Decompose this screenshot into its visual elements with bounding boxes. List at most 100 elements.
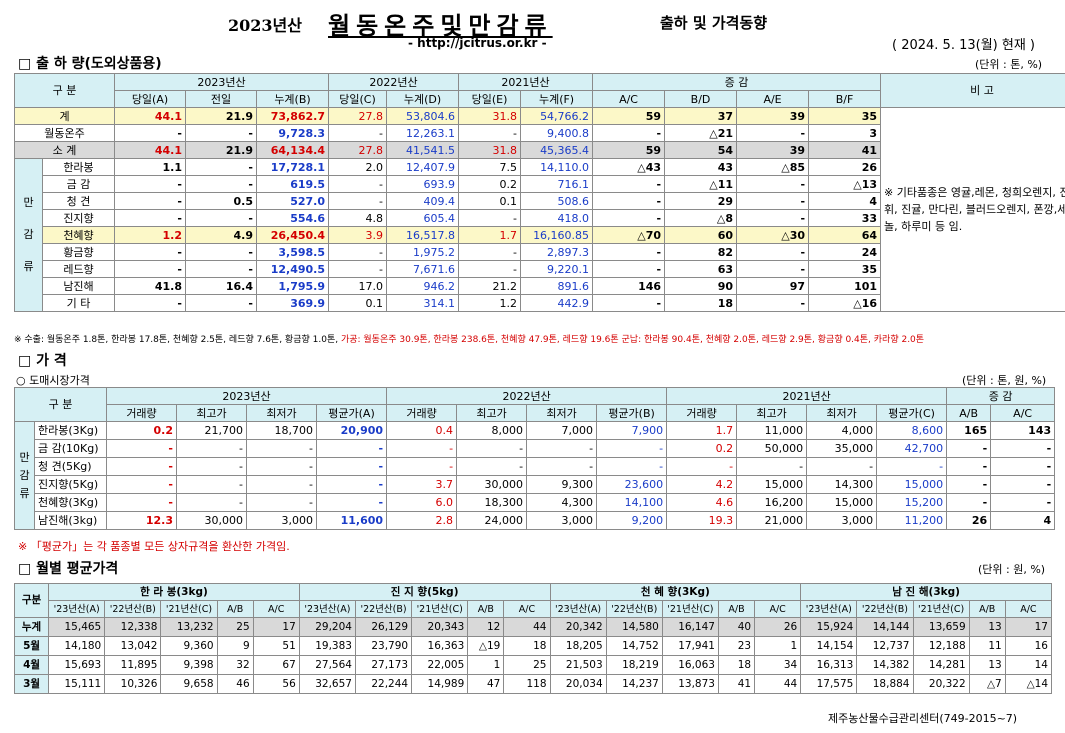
price-cell: 20,900 <box>315 421 388 440</box>
shipment-cell: - <box>328 192 388 210</box>
price-col-header: 거래량 <box>106 404 177 422</box>
shipment-cell: 554.6 <box>255 209 330 227</box>
site-url[interactable]: - http://jcitrus.or.kr - <box>408 36 547 50</box>
shipment-cell: △21 <box>664 124 738 142</box>
shipment-cell: - <box>114 175 186 193</box>
monthly-cell: 15,465 <box>48 617 106 637</box>
table-row: 진지향 - -554.6 4.8 605.4-418.0- △8-33 <box>15 209 1065 227</box>
shipment-col-header: A/E <box>736 90 810 108</box>
shipment-cell: - <box>592 175 666 193</box>
shipment-cell: 26 <box>808 158 882 176</box>
table-row: 만 감 류 한라봉(3Kg) 0.2 21,700 18,700 20,900 0.4 8,000… <box>14 421 1056 530</box>
shipment-cell: - <box>736 243 810 261</box>
monthly-cell: 20,034 <box>549 674 607 694</box>
price-cell: 0.2 <box>666 439 738 458</box>
shipment-cell: 18 <box>664 294 738 312</box>
price-cell: - <box>946 439 992 458</box>
shipment-cell: 12,407.9 <box>386 158 460 176</box>
shipment-cell: 508.6 <box>520 192 594 210</box>
shipment-cell: 146 <box>592 277 666 295</box>
monthly-col-header: '22년산(B) <box>605 600 663 618</box>
shipment-col-header: 누계(F) <box>520 90 594 108</box>
shipment-cell: 35 <box>808 107 882 125</box>
shipment-cell: 59 <box>592 107 666 125</box>
price-cell: - <box>456 439 528 458</box>
monthly-cell: 14,281 <box>912 655 970 675</box>
shipment-row-label: 월동온주 <box>14 124 115 142</box>
monthly-cell: 40 <box>717 617 756 637</box>
shipment-cell: 44.1 <box>114 107 186 125</box>
shipment-head-2022: 2022년산 <box>328 73 460 91</box>
shipment-cell: 73,862.7 <box>255 107 330 125</box>
shipment-cell: - <box>185 209 257 227</box>
price-cell: 4,300 <box>526 493 598 512</box>
price-cell: - <box>246 439 317 458</box>
shipment-cell: 946.2 <box>386 277 460 295</box>
price-cell: - <box>386 457 458 476</box>
footnote-export: ※ 수출: 월동온주 1.8톤, 한라봉 17.8톤, 천혜향 2.5톤, 레드… <box>14 335 341 345</box>
monthly-cell: 16,313 <box>800 655 858 675</box>
shipment-cell: △30 <box>736 226 810 244</box>
monthly-cell: 56 <box>252 674 300 694</box>
shipment-cell: 27.8 <box>328 107 388 125</box>
price-cell: - <box>106 439 177 458</box>
monthly-cell: 12,188 <box>912 636 970 656</box>
price-cell: 14,300 <box>806 475 878 494</box>
monthly-cell: 41 <box>717 674 756 694</box>
shipment-col-header: B/D <box>664 90 738 108</box>
table-row: 청 견(5Kg) - - - - - - - - - - - - - - <box>15 457 1056 476</box>
shipment-cell: - <box>114 192 186 210</box>
shipment-cell: 418.0 <box>520 209 594 227</box>
monthly-cell: 51 <box>252 636 300 656</box>
price-cell: - <box>176 493 247 512</box>
table-row: 남진해(3kg) 12.3 30,000 3,000 11,600 2.8 24,000 3,… <box>15 511 1056 530</box>
monthly-cell: 11 <box>968 636 1006 656</box>
price-col-header: 최고가 <box>736 404 808 422</box>
shipment-cell: △85 <box>736 158 810 176</box>
monthly-cell: 32 <box>216 655 254 675</box>
shipment-cell: 3,598.5 <box>255 243 330 261</box>
price-cell: 16,200 <box>736 493 808 512</box>
side-label-char: 만 <box>23 196 34 209</box>
monthly-cell: 26,129 <box>354 617 413 637</box>
price-cell: 21,000 <box>736 511 808 530</box>
side-label-char: 감 <box>23 228 34 241</box>
price-cell: - <box>176 475 247 494</box>
price-cell: - <box>990 457 1056 476</box>
price-cell: - <box>246 493 317 512</box>
price-cell: 18,700 <box>246 421 317 440</box>
price-cell: 7,900 <box>596 421 668 440</box>
monthly-row-label: 5월 <box>13 636 50 656</box>
shipment-cell: 2,897.3 <box>520 243 594 261</box>
shipment-cell: 7,671.6 <box>386 260 460 278</box>
price-cell: - <box>990 475 1056 494</box>
shipment-cell: 45,365.4 <box>520 141 594 159</box>
monthly-cell: 14,180 <box>48 636 106 656</box>
side-label-char: 만 <box>19 450 30 464</box>
price-cell: - <box>176 457 247 476</box>
price-cell: 3,000 <box>246 511 317 530</box>
monthly-cell: 17,575 <box>800 674 858 694</box>
shipment-cell: 41,541.5 <box>386 141 460 159</box>
price-col-header: 최고가 <box>456 404 528 422</box>
monthly-cell: 16,363 <box>411 636 469 656</box>
shipment-cell: - <box>736 192 810 210</box>
price-row-label: 남진해(3kg) <box>34 511 107 530</box>
monthly-cell: 11,895 <box>104 655 162 675</box>
shipment-cell: 605.4 <box>386 209 460 227</box>
shipment-cell: 39 <box>736 141 810 159</box>
shipment-cell: 97 <box>736 277 810 295</box>
shipment-cell: 693.9 <box>386 175 460 193</box>
shipment-cell: - <box>592 243 666 261</box>
shipment-cell: 41.8 <box>114 277 186 295</box>
shipment-section-title: □ 출 하 량(도외상품용) <box>18 56 162 72</box>
shipment-cell: - <box>114 124 186 142</box>
monthly-col-header: '23년산(A) <box>800 600 858 618</box>
price-cell: - <box>176 439 247 458</box>
table-row: 계 44.1 21.9 73,862.7 27.8 53,804.6 31.8 54,766.… <box>14 107 1065 312</box>
side-label-char: 감 <box>19 468 30 482</box>
price-row-label: 청 견(5Kg) <box>34 457 107 476</box>
shipment-remark: ※ 기타품종은 영귤,레몬, 청희오렌지, 진지휘, 진귤, 만다린, 블러드오… <box>880 107 1065 312</box>
monthly-col-header: A/B <box>216 600 254 618</box>
shipment-cell: 54,766.2 <box>520 107 594 125</box>
